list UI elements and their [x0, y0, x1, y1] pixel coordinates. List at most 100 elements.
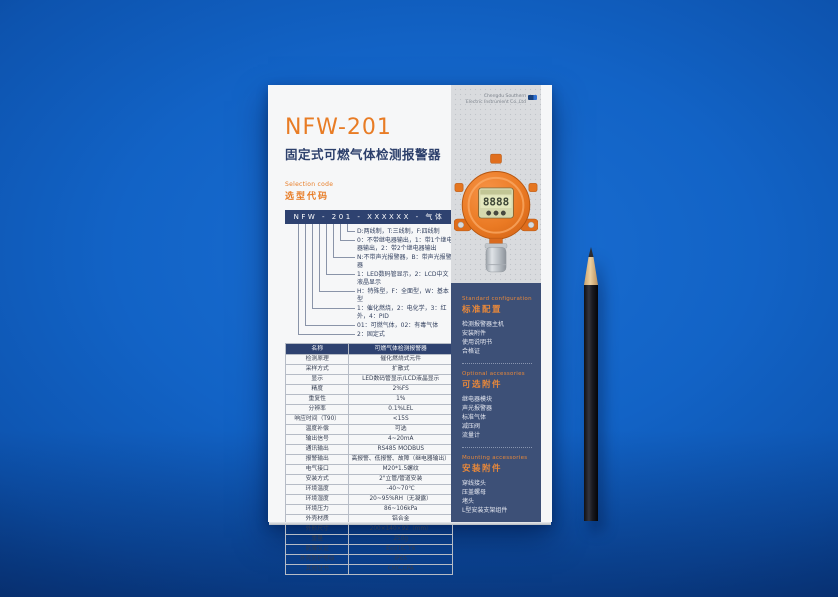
- spec-value: Exd IIC T6: [348, 544, 453, 555]
- spec-value: 扩散式: [348, 364, 453, 375]
- code-option: H：特殊型，F：全面型，W：基本型: [357, 287, 449, 303]
- section-item: 合格证: [462, 348, 481, 355]
- spec-value: 0.1%LEL: [348, 404, 453, 415]
- code-option: 1：LED数码管显示，2：LCD中文液晶显示: [357, 270, 449, 286]
- code-option: 01：可燃气体，02：有毒气体: [357, 321, 439, 329]
- spec-label: 电气接口: [284, 464, 350, 475]
- spec-label: 报警输出: [284, 454, 350, 465]
- table-row: 防爆认证 Exd IIC T6: [284, 544, 453, 555]
- spec-value: 200×140×92（mm）: [348, 524, 453, 535]
- pencil: [584, 247, 598, 521]
- tree-connector-line: [312, 224, 313, 308]
- spec-table-header-name: 名称: [284, 343, 350, 355]
- tree-connector-line: [298, 224, 299, 334]
- spec-table-body: 检测原理 催化燃烧式元件 采样方式 扩散式 显示 LED数码管显示/LCD液晶显示 精度 2%…: [284, 354, 453, 575]
- spec-value: 2"立管/管道安装: [348, 474, 453, 485]
- brand-name: Chengdu Southern Electric Instrument Co.…: [466, 94, 526, 106]
- table-row: 通讯输出 RS485 MODBUS: [284, 444, 453, 455]
- section-label-zh: 标准配置: [462, 305, 503, 315]
- spec-label: 外壳材质: [284, 514, 350, 525]
- table-row: 采样方式 扩散式: [284, 364, 453, 375]
- spec-value: 20~95%RH（无凝露）: [348, 494, 453, 505]
- code-tree: D:两线制，T:三线制，F:四线制 0：不带继电器输出，1：带1个继电器输出，2：…: [285, 224, 453, 339]
- spec-label: 防爆认证: [284, 544, 350, 555]
- table-row: 显示 LED数码管显示/LCD液晶显示: [284, 374, 453, 385]
- code-option: D:两线制，T:三线制，F:四线制: [357, 227, 440, 235]
- spec-value: CMC,CPA: [348, 564, 453, 575]
- datasheet-page: NFW-201 固定式可燃气体检测报警器 Selection code 选型代码…: [268, 85, 552, 575]
- tree-connector-line: [347, 231, 355, 232]
- gas-detector-image: 8888: [454, 153, 538, 273]
- device-button-3: [500, 210, 506, 216]
- right-column: Chengdu Southern Electric Instrument Co.…: [451, 85, 541, 522]
- spec-value: IP65: [348, 554, 453, 565]
- tree-connector-line: [347, 224, 348, 231]
- sidebar-sections: Standard configuration 标准配置 检测报警器主机 安装附件 使用说…: [451, 283, 541, 522]
- spec-label: 环境湿度: [284, 494, 350, 505]
- brand-block: Chengdu Southern Electric Instrument Co.…: [466, 94, 537, 106]
- spec-label: 重复性: [284, 394, 350, 405]
- spec-value: M20*1.5螺纹: [348, 464, 453, 475]
- section-item: 安装附件: [462, 330, 487, 337]
- table-row: 输出信号 4~20mA: [284, 434, 453, 445]
- section-item: 减压阀: [462, 423, 481, 430]
- spec-label: 分辨率: [284, 404, 350, 415]
- spec-label: 环境压力: [284, 504, 350, 515]
- table-row: 电气接口 M20*1.5螺纹: [284, 464, 453, 475]
- spec-label: 采样方式: [284, 364, 350, 375]
- section-label-en: Mounting accessories: [462, 455, 528, 461]
- code-option: 0：不带继电器输出，1：带1个继电器输出，2：带2个继电器输出: [357, 236, 453, 252]
- spec-value: 4~20mA: [348, 434, 453, 445]
- spec-value: LED数码管显示/LCD液晶显示: [348, 374, 453, 385]
- product-photo-area: Chengdu Southern Electric Instrument Co.…: [451, 85, 541, 283]
- table-row: 重复性 1%: [284, 394, 453, 405]
- selection-code-label-zh: 选型代码: [285, 192, 330, 202]
- tree-connector-line: [333, 257, 355, 258]
- table-row: 安装方式 2"立管/管道安装: [284, 474, 453, 485]
- spec-value: 铝合金: [348, 514, 453, 525]
- spec-value: -40~70℃: [348, 484, 453, 495]
- main-content-column: NFW-201 固定式可燃气体检测报警器 Selection code 选型代码…: [284, 85, 453, 575]
- sidebar-section: Optional accessories 可选附件 继电器模块 声光报警器 标准气体 减压…: [462, 363, 532, 440]
- section-label-en: Optional accessories: [462, 371, 525, 377]
- device-button-1: [486, 210, 492, 216]
- spec-label: 响应时间（T90）: [284, 414, 350, 425]
- table-row: 环境湿度 20~95%RH（无凝露）: [284, 494, 453, 505]
- table-row: 环境压力 86~106kPa: [284, 504, 453, 515]
- tree-connector-line: [319, 224, 320, 291]
- table-row: 重量 250g: [284, 534, 453, 545]
- mount-hole-right: [528, 221, 535, 229]
- spec-value: 1%: [348, 394, 453, 405]
- brand-logo-icon: [528, 94, 537, 100]
- tree-connector-line: [340, 224, 341, 240]
- sidebar-section: Standard configuration 标准配置 检测报警器主机 安装附件 使用说…: [462, 296, 532, 356]
- section-item: 使用说明书: [462, 339, 493, 346]
- spec-table-header-row: 名称 可燃气体检测报警器: [284, 343, 453, 355]
- code-option: 2：固定式: [357, 330, 385, 338]
- table-row: 分辨率 0.1%LEL: [284, 404, 453, 415]
- tree-connector-line: [319, 291, 355, 292]
- tree-connector-line: [333, 224, 334, 257]
- spec-label: 检测原理: [284, 354, 350, 365]
- model-code-bar: NFW - 201 - XXXXXX - 气体: [285, 210, 453, 224]
- section-item: 穿线接头: [462, 480, 487, 487]
- detector-ring: [467, 176, 525, 234]
- spec-label: 其他证书: [284, 564, 350, 575]
- display-status-strip: [480, 189, 512, 195]
- pencil-graphite-tip: [588, 247, 594, 257]
- section-item: 继电器模块: [462, 396, 493, 403]
- pencil-wood-cone: [584, 257, 598, 285]
- section-label-zh: 可选附件: [462, 380, 503, 390]
- table-row: 响应时间（T90） <15S: [284, 414, 453, 425]
- code-option: 1：催化燃烧，2：电化学，3：红外，4：PID: [357, 304, 447, 320]
- spec-value: 250g: [348, 534, 453, 545]
- detector-gland-right: [528, 183, 538, 192]
- tree-connector-line: [312, 308, 355, 309]
- display-screen: [480, 195, 512, 209]
- spec-label: 安装方式: [284, 474, 350, 485]
- tree-connector-line: [326, 274, 355, 275]
- tree-connector-line: [305, 224, 306, 325]
- table-row: 外壳材质 铝合金: [284, 514, 453, 525]
- spec-label: 环境温度: [284, 484, 350, 495]
